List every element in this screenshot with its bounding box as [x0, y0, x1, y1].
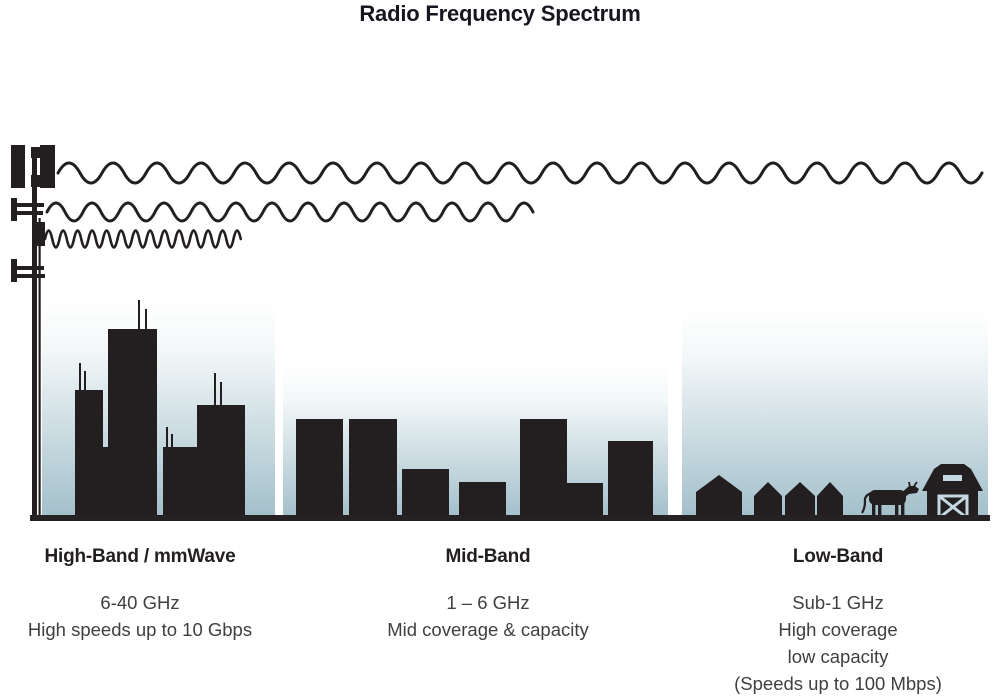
band-label-high: High-Band / mmWave [44, 546, 236, 567]
band-description-high: High speeds up to 10 Gbps [27, 619, 253, 640]
band-frequency-mid: 1 – 6 GHz [446, 592, 530, 613]
spectrum-illustration [11, 145, 990, 521]
band-caption-low: Low-Band Sub-1 GHz High coverage low cap… [698, 546, 978, 697]
radio-waves [43, 161, 984, 249]
band-description-low-1: High coverage [778, 619, 898, 640]
ground-line [30, 515, 990, 521]
low-frequency-long-wave-icon [56, 161, 984, 185]
barn-icon [922, 464, 983, 520]
band-label-low: Low-Band [792, 546, 884, 567]
mid-frequency-wave-icon [45, 201, 535, 223]
houses-icon [696, 475, 843, 518]
rooftop-antennas [79, 300, 222, 447]
city-skyline-icon [75, 300, 245, 518]
band-caption-mid: Mid-Band 1 – 6 GHz Mid coverage & capaci… [348, 546, 628, 643]
high-frequency-short-wave-icon [43, 229, 243, 249]
band-description-mid: Mid coverage & capacity [387, 619, 589, 640]
cow-icon [861, 481, 919, 518]
cell-tower-icon [11, 145, 55, 518]
rural-scene [696, 464, 983, 520]
band-caption-high: High-Band / mmWave 6-40 GHz High speeds … [0, 546, 280, 643]
band-description-low-2: low capacity [787, 646, 889, 667]
band-frequency-low: Sub-1 GHz [792, 592, 884, 613]
band-description-low-3: (Speeds up to 100 Mbps) [734, 673, 942, 694]
mid-rise-buildings-icon [296, 419, 653, 518]
band-frequency-high: 6-40 GHz [100, 592, 180, 613]
band-label-mid: Mid-Band [445, 546, 531, 567]
page-title: Radio Frequency Spectrum [359, 1, 641, 26]
